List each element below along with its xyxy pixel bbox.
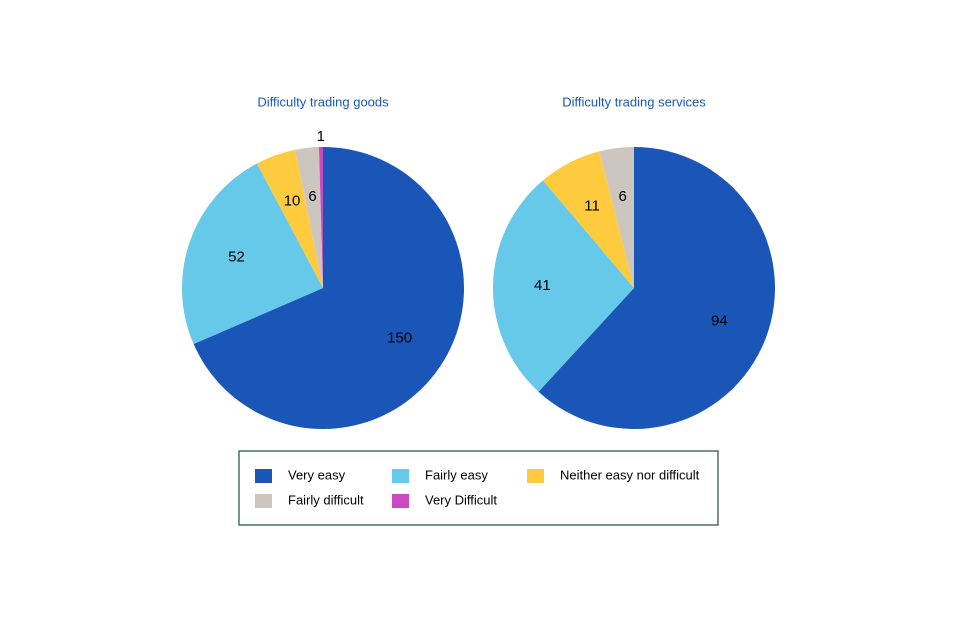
data-label: 52 [228, 249, 245, 266]
pie-slice [193, 147, 464, 429]
pie-slice [538, 147, 775, 429]
data-label: 6 [618, 188, 626, 205]
legend-label: Very easy [288, 467, 346, 482]
legend-swatch [255, 494, 272, 508]
data-label: 94 [711, 312, 728, 329]
pie-slice [542, 151, 634, 288]
legend-label: Neither easy nor difficult [560, 467, 700, 482]
pie-slice [256, 149, 323, 288]
pie-slice [294, 147, 323, 288]
pie-slice [493, 180, 634, 392]
legend-label: Very Difficult [425, 492, 497, 507]
legend-box [238, 450, 719, 526]
legend-label: Fairly difficult [288, 492, 364, 507]
data-label: 10 [284, 193, 301, 210]
pie-slice [599, 147, 634, 288]
pie-slice [181, 163, 323, 345]
legend-label: Fairly easy [425, 467, 488, 482]
data-label: 6 [308, 188, 316, 205]
legend-swatch [392, 494, 409, 508]
chart-title: Difficulty trading services [562, 94, 706, 109]
data-label: 150 [387, 329, 412, 346]
chart-title: Difficulty trading goods [257, 94, 389, 109]
data-label: 11 [584, 197, 600, 214]
legend-swatch [255, 469, 272, 483]
data-label: 41 [534, 277, 551, 294]
legend-swatch [392, 469, 409, 483]
legend-swatch [527, 469, 544, 483]
pie-slice [318, 147, 323, 288]
data-label: 1 [317, 128, 325, 145]
